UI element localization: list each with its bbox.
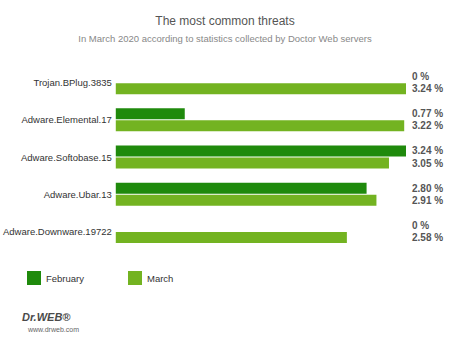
- svg-text:Adware.Softobase.15: Adware.Softobase.15: [21, 152, 112, 163]
- svg-text:3.05 %: 3.05 %: [412, 158, 443, 169]
- svg-text:February: February: [46, 273, 84, 284]
- svg-text:2.58 %: 2.58 %: [412, 232, 443, 243]
- svg-text:3.24 %: 3.24 %: [412, 145, 443, 156]
- svg-text:2.91 %: 2.91 %: [412, 195, 443, 206]
- svg-text:www.drweb.com: www.drweb.com: [27, 326, 79, 333]
- svg-text:In March 2020 according to sta: In March 2020 according to statistics co…: [78, 33, 372, 44]
- svg-text:3.22 %: 3.22 %: [412, 120, 443, 131]
- svg-text:March: March: [147, 273, 173, 284]
- svg-text:3.24 %: 3.24 %: [412, 83, 443, 94]
- svg-text:Dr.WEB®: Dr.WEB®: [22, 311, 71, 323]
- svg-text:Adware.Elemental.17: Adware.Elemental.17: [21, 114, 111, 125]
- svg-text:Adware.Downware.19722: Adware.Downware.19722: [3, 226, 112, 237]
- svg-text:Trojan.BPlug.3835: Trojan.BPlug.3835: [33, 77, 111, 88]
- svg-text:0 %: 0 %: [412, 220, 429, 231]
- svg-text:Adware.Ubar.13: Adware.Ubar.13: [44, 189, 112, 200]
- svg-text:2.80 %: 2.80 %: [412, 183, 443, 194]
- svg-text:0 %: 0 %: [412, 71, 429, 82]
- svg-text:The most common threats: The most common threats: [155, 14, 294, 28]
- svg-text:0.77 %: 0.77 %: [412, 108, 443, 119]
